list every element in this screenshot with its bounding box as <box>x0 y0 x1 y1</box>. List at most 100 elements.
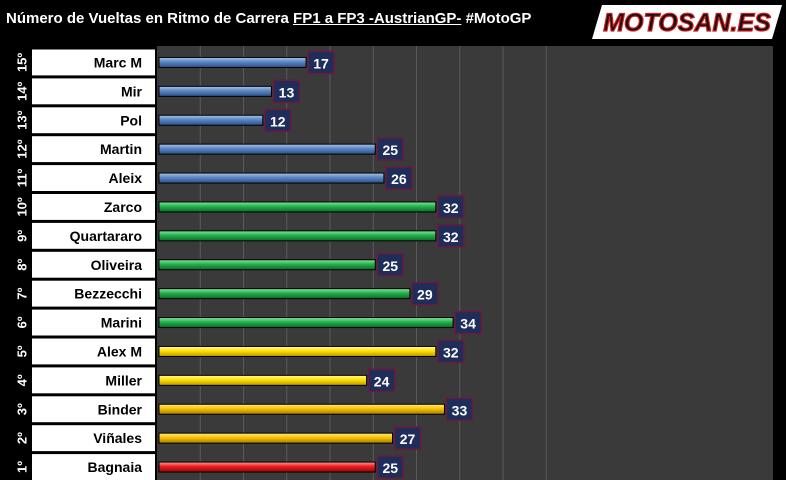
value-label: 12 <box>270 113 286 129</box>
value-label: 26 <box>391 171 407 187</box>
bar-row: 7º Bezzecchi 29 <box>15 280 439 307</box>
rider-label-box <box>32 165 155 191</box>
position-label: 1º <box>15 461 30 473</box>
position-label: 2º <box>15 432 30 444</box>
rider-label-box <box>32 396 155 423</box>
bar <box>158 403 445 415</box>
bar-row: 2º Viñales 27 <box>15 425 422 452</box>
bar-chart: 15º Marc M 17 14º Mir 13 13º Pol 12 12º Martin 25 11… <box>15 46 773 480</box>
bar <box>158 461 376 473</box>
bar-row: 6º Marini 34 <box>15 309 482 336</box>
logo-text: MOTOSAN.ES <box>603 9 771 37</box>
bar-row: 4º Miller 24 <box>15 367 396 394</box>
bar <box>158 56 307 68</box>
rider-label-box <box>32 78 155 105</box>
value-label: 25 <box>382 142 398 158</box>
position-label: 14º <box>15 81 30 100</box>
title-part-2: FP1 a FP3 -AustrianGP- <box>293 10 462 27</box>
bar-row: 10º Zarco 32 <box>15 194 465 220</box>
value-label: 13 <box>279 84 295 100</box>
bar <box>158 230 437 242</box>
rider-label-box <box>32 136 155 163</box>
bar <box>158 288 411 300</box>
rider-name-label: Mir <box>121 83 143 99</box>
motosan-logo: MOTOSAN.ES <box>592 5 782 39</box>
value-label-box <box>376 253 404 277</box>
chart-title: Número de Vueltas en Ritmo de Carrera FP… <box>6 10 531 27</box>
value-label-box <box>393 426 422 450</box>
value-label-box <box>437 339 465 364</box>
bar-row: 14º Mir 13 <box>15 78 301 105</box>
rider-label-box <box>32 107 155 134</box>
bar-row: 1º Bagnaia 25 <box>15 454 404 480</box>
rider-name-label: Binder <box>98 401 143 417</box>
rider-name-label: Miller <box>105 372 142 388</box>
bar <box>158 172 385 184</box>
bar <box>158 259 376 271</box>
bar-row: 11º Aleix 26 <box>15 165 413 191</box>
value-label: 34 <box>460 316 476 332</box>
rider-name-label: Marini <box>101 315 142 331</box>
value-label: 27 <box>400 431 416 447</box>
value-label-box <box>272 79 301 104</box>
position-label: 6º <box>15 316 30 328</box>
rider-name-label: Marc M <box>94 54 142 70</box>
rider-label-box <box>32 425 155 452</box>
position-label: 9º <box>15 230 30 242</box>
rider-label-box <box>32 49 155 76</box>
position-label: 15º <box>15 53 30 72</box>
rider-label-box <box>32 338 155 365</box>
value-label: 24 <box>374 373 390 389</box>
value-label-box <box>437 195 465 219</box>
rider-name-label: Bagnaia <box>88 459 143 475</box>
position-label: 3º <box>15 403 30 415</box>
value-label: 33 <box>452 402 468 418</box>
position-label: 13º <box>15 110 30 129</box>
value-label-box <box>445 397 474 421</box>
value-label: 25 <box>382 460 398 476</box>
value-label: 32 <box>443 200 459 216</box>
bar <box>158 201 437 213</box>
position-label: 5º <box>15 345 30 357</box>
rider-name-label: Zarco <box>104 199 142 215</box>
value-label: 17 <box>313 55 329 71</box>
bar-row: 8º Oliveira 25 <box>15 251 404 278</box>
value-label-box <box>411 281 439 306</box>
rider-name-label: Aleix <box>109 170 143 186</box>
bar <box>158 85 272 97</box>
bar-row: 13º Pol 12 <box>15 107 292 134</box>
value-label-box <box>376 455 404 479</box>
value-label-box <box>264 108 292 132</box>
rider-name-label: Oliveira <box>91 257 143 273</box>
rider-label-box <box>32 251 155 278</box>
value-label-box <box>307 50 335 75</box>
bar-row: 3º Binder 33 <box>15 396 474 423</box>
rider-label-box <box>32 194 155 220</box>
rider-name-label: Pol <box>120 112 142 128</box>
rider-label-box <box>32 367 155 394</box>
value-label-box <box>367 368 396 393</box>
rider-name-label: Quartararo <box>70 228 142 244</box>
value-label: 25 <box>382 258 398 274</box>
rider-label-box <box>32 454 155 480</box>
value-label: 29 <box>417 287 433 303</box>
rider-label-box <box>32 280 155 307</box>
rider-label-box <box>32 309 155 336</box>
bar <box>158 345 437 357</box>
bar-row: 15º Marc M 17 <box>15 49 335 76</box>
bar <box>158 432 394 444</box>
position-label: 4º <box>15 374 30 386</box>
rider-name-label: Alex M <box>97 343 142 359</box>
rider-name-label: Viñales <box>93 430 142 446</box>
position-label: 11º <box>15 169 30 188</box>
value-label: 32 <box>443 229 459 245</box>
bar <box>158 374 368 386</box>
value-label-box <box>376 137 404 161</box>
position-label: 7º <box>15 287 30 299</box>
position-label: 10º <box>15 197 30 216</box>
value-label: 32 <box>443 344 459 360</box>
value-label-box <box>385 166 413 190</box>
bar-row: 9º Quartararo 32 <box>15 222 465 249</box>
bar <box>158 114 264 126</box>
